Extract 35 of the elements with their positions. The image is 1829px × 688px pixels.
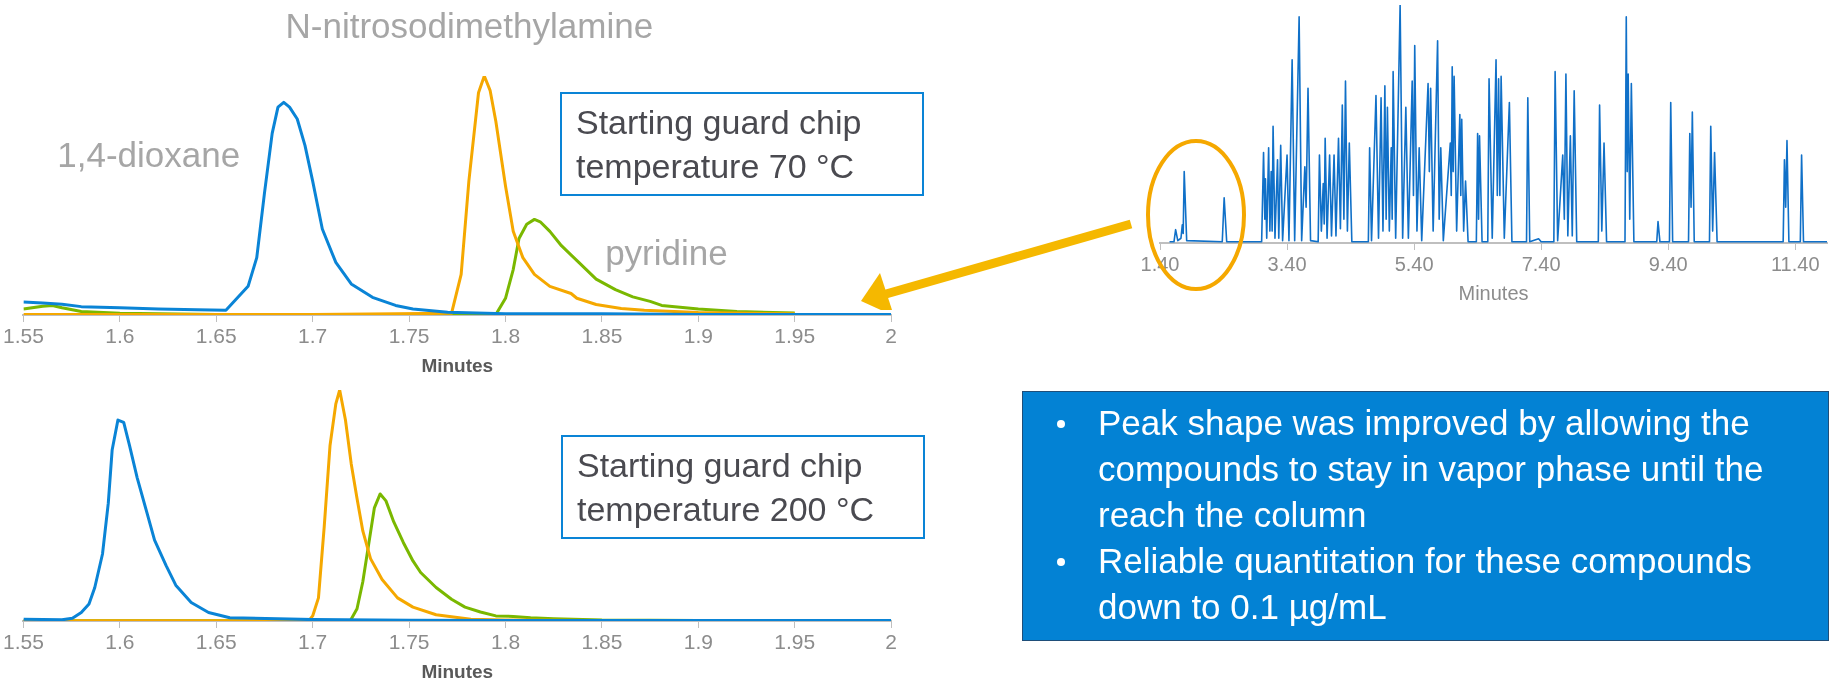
x-axis-title: Minutes bbox=[1458, 281, 1529, 304]
x-tick-label: 1.8 bbox=[490, 630, 521, 654]
x-tick-label: 1.65 bbox=[195, 630, 237, 654]
series-label: N-nitrosodimethylamine bbox=[285, 5, 654, 45]
x-tick-label: 1.8 bbox=[490, 324, 521, 348]
x-tick-label: 1.65 bbox=[195, 324, 237, 348]
x-tick-label: 1.7 bbox=[298, 324, 328, 348]
x-axis-title: Minutes bbox=[421, 354, 494, 376]
x-tick-label: 1.9 bbox=[683, 630, 713, 654]
x-tick-label: 1.85 bbox=[581, 630, 623, 654]
x-tick-label: 1.55 bbox=[3, 630, 44, 654]
x-tick-label: 3.40 bbox=[1267, 252, 1307, 275]
text: Reliable quantitation for these compounds down to 0.1 µg/mL bbox=[1098, 540, 1753, 628]
x-tick-label: 9.40 bbox=[1648, 252, 1688, 275]
x-tick-label: 1.6 bbox=[105, 324, 135, 348]
x-tick-label: 11.40 bbox=[1770, 252, 1820, 275]
series-label: 1,4-dioxane bbox=[57, 134, 241, 174]
x-tick-label: 1.55 bbox=[3, 324, 44, 348]
x-tick-label: 2 bbox=[885, 324, 897, 348]
x-axis-title: Minutes bbox=[421, 660, 494, 682]
x-tick-label: 1.9 bbox=[683, 324, 713, 348]
x-tick-label: 1.7 bbox=[298, 630, 328, 654]
annotation: Starting guard chip temperature 200 °C bbox=[561, 435, 925, 540]
x-tick-label: 7.40 bbox=[1521, 252, 1561, 275]
text: Peak shape was improved by allowing the compounds to stay in vapor phase until the reach the column bbox=[1098, 402, 1765, 536]
x-tick-label: 1.95 bbox=[774, 630, 816, 654]
x-tick-label: 1.75 bbox=[388, 324, 430, 348]
x-tick-label: 1.75 bbox=[388, 630, 430, 654]
x-tick-label: 1.85 bbox=[581, 324, 623, 348]
x-tick-label: 1.95 bbox=[774, 324, 816, 348]
x-tick-label: 1.6 bbox=[105, 630, 135, 654]
series-label: pyridine bbox=[605, 233, 728, 273]
x-tick-label: 5.40 bbox=[1394, 252, 1434, 275]
x-tick-label: 2 bbox=[885, 630, 897, 654]
annotation: Starting guard chip temperature 70 °C bbox=[560, 92, 924, 197]
